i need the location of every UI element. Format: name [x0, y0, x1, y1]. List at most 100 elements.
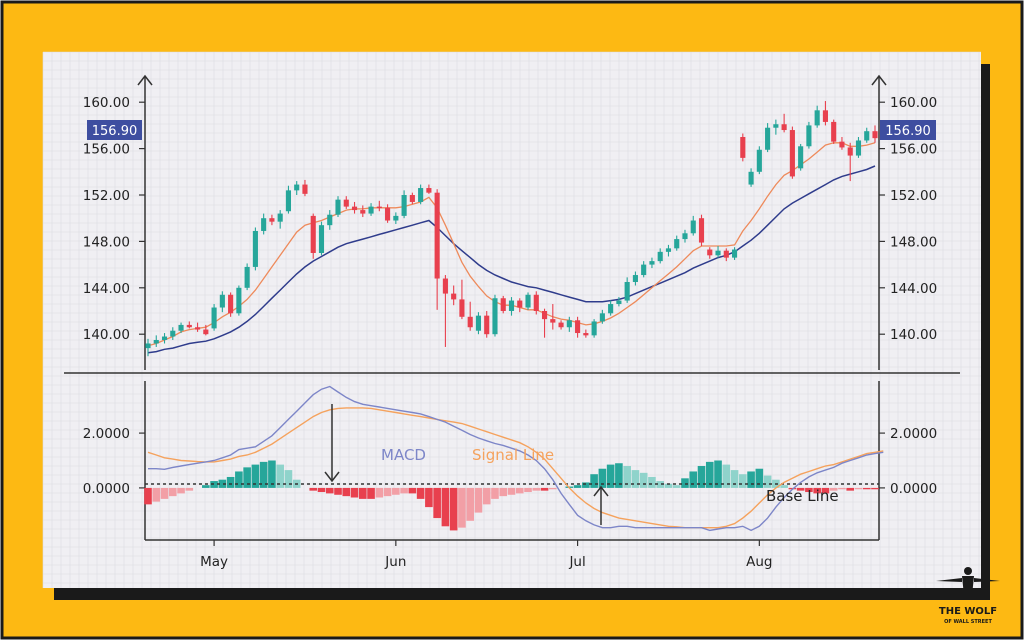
- left-axis-arrow: [137, 74, 153, 86]
- histogram-bar: [168, 487, 177, 497]
- price-tick-label-left: 148.00: [83, 234, 130, 250]
- macd-ticks: 2.0000 2.0000 0.0000 0.0000: [83, 426, 938, 497]
- histogram-bar: [681, 478, 689, 488]
- histogram-bar: [375, 487, 384, 498]
- x-tick-label: Aug: [746, 554, 772, 570]
- histogram-bar: [317, 487, 326, 493]
- candle-body: [203, 329, 209, 335]
- histogram-bar: [235, 471, 243, 488]
- candle-body: [269, 218, 275, 222]
- histogram-bar: [623, 465, 631, 488]
- candle-body: [484, 315, 490, 335]
- candle-body: [533, 294, 539, 311]
- candle-body: [335, 199, 341, 215]
- histogram-bar: [598, 468, 607, 488]
- histogram-bar: [367, 487, 375, 499]
- logo-figure-body: [962, 576, 974, 596]
- histogram-bar: [416, 487, 425, 499]
- logo-line-2: OF WALL STREET: [944, 619, 992, 625]
- candle-body: [723, 250, 729, 258]
- candle-body: [599, 313, 605, 322]
- candle-body: [822, 110, 828, 122]
- histogram-bar: [862, 487, 871, 490]
- candle-body: [756, 149, 762, 172]
- last-price-badge-right-bg: [880, 120, 936, 140]
- price-tick-label-right: 160.00: [890, 95, 937, 111]
- histogram-bar: [796, 487, 805, 491]
- crossover-arrows: [324, 404, 609, 525]
- histogram-bar: [325, 487, 334, 494]
- candle-body: [517, 300, 523, 308]
- candle-body: [558, 322, 564, 328]
- candle-body: [831, 121, 837, 142]
- candle-body: [583, 333, 589, 336]
- signal-line: [147, 407, 884, 529]
- candle-body: [632, 275, 638, 282]
- candle-body: [707, 249, 713, 256]
- candle-body: [302, 184, 308, 194]
- candlesticks: [145, 101, 878, 357]
- base-line-label: Base Line: [766, 487, 839, 505]
- candle-body: [475, 315, 482, 331]
- histogram-bar: [689, 471, 698, 488]
- candle-body: [261, 218, 267, 231]
- price-tick-label-left: 160.00: [83, 95, 130, 111]
- histogram-bar: [871, 487, 879, 490]
- candle-body: [847, 147, 853, 156]
- candle-body: [360, 210, 366, 214]
- histogram-bar: [714, 460, 722, 488]
- macd-histogram: [144, 460, 879, 531]
- candle-body: [591, 321, 597, 336]
- candle-body: [616, 300, 622, 305]
- histogram-bar: [697, 465, 706, 488]
- candle-body: [814, 110, 820, 126]
- histogram-bar: [515, 487, 524, 494]
- macd-tick-label-right: 0.0000: [890, 481, 937, 497]
- histogram-bar: [309, 487, 318, 491]
- candle-body: [401, 195, 407, 216]
- candle-body: [211, 307, 217, 329]
- histogram-bar: [524, 487, 532, 493]
- histogram-bar: [400, 487, 408, 494]
- histogram-bar: [185, 487, 194, 491]
- histogram-bar: [177, 487, 185, 494]
- histogram-bar: [582, 482, 590, 488]
- candle-body: [806, 125, 812, 147]
- candle-body: [731, 249, 738, 258]
- candle-body: [409, 195, 415, 202]
- histogram-bar: [358, 487, 367, 499]
- candle-body: [550, 319, 556, 323]
- candle-body: [426, 188, 432, 193]
- histogram-bar: [730, 470, 739, 488]
- bearish-cross-arrow-head: [324, 471, 340, 483]
- bullish-cross-arrow-head: [593, 485, 609, 497]
- x-tick-label: Jun: [384, 554, 406, 570]
- candle-body: [508, 300, 515, 311]
- candle-body: [541, 311, 548, 320]
- histogram-bar: [210, 481, 218, 488]
- candle-body: [459, 299, 465, 317]
- histogram-bar: [334, 487, 342, 495]
- histogram-bar: [747, 471, 755, 488]
- candle-body: [376, 206, 382, 209]
- candle-body: [525, 294, 531, 308]
- candle-body: [310, 215, 316, 253]
- candle-body: [740, 137, 746, 158]
- candle-body: [641, 264, 647, 276]
- histogram-bar: [590, 474, 598, 488]
- histogram-bar: [202, 485, 210, 488]
- histogram-bar: [251, 464, 260, 488]
- histogram-bar: [425, 487, 433, 508]
- candle-body: [434, 192, 440, 279]
- histogram-bar: [805, 487, 813, 493]
- histogram-bar: [408, 487, 417, 494]
- x-tick-label: Jul: [568, 554, 585, 570]
- histogram-bar: [722, 464, 731, 488]
- price-tick-label-left: 140.00: [83, 327, 130, 343]
- candle-body: [385, 207, 391, 221]
- histogram-bar: [152, 487, 161, 502]
- logo-figure-arms: [936, 578, 1000, 582]
- candle-body: [657, 251, 663, 262]
- histogram-bar: [829, 487, 838, 491]
- candle-body: [343, 199, 349, 207]
